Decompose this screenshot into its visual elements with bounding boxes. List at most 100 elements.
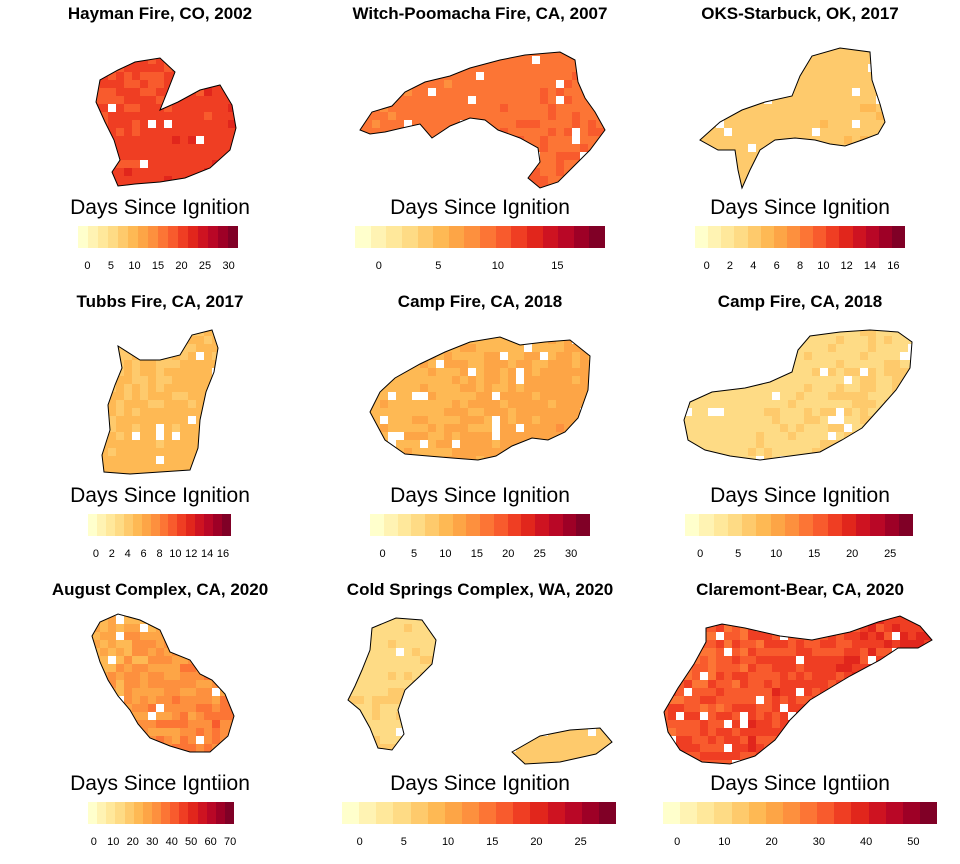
color-scale-step: [106, 802, 116, 824]
color-scale-step: [128, 226, 138, 248]
color-scale-step: [919, 802, 937, 824]
color-scale-step: [865, 226, 879, 248]
color-scale-step: [97, 802, 107, 824]
color-scale-step: [851, 802, 869, 824]
color-scale-step: [411, 514, 425, 536]
color-scale-step: [841, 514, 856, 536]
fire-panel: Witch-Poomacha Fire, CA, 2007 Days Since …: [320, 0, 640, 288]
fire-panel: Claremont-Bear, CA, 2020 Days Since Ignti…: [640, 576, 960, 864]
color-scale-step: [132, 514, 142, 536]
color-scale-step: [548, 514, 563, 536]
panel-title: Camp Fire, CA, 2018: [397, 292, 563, 311]
color-scale-step: [466, 514, 480, 536]
color-scale-step: [105, 514, 115, 536]
days-since-ignition-raster: [96, 58, 236, 186]
days-since-ignition-raster: [102, 330, 218, 474]
tick-label: 0: [697, 548, 704, 560]
color-scale-step: [228, 226, 238, 248]
color-scale-bar: [88, 514, 231, 536]
tick-label: 0: [375, 260, 382, 272]
tick-label: 25: [533, 548, 546, 560]
color-scale-step: [742, 514, 757, 536]
color-scale-step: [813, 514, 828, 536]
color-scale-step: [78, 226, 88, 248]
color-scale-step: [884, 514, 899, 536]
fire-panel: Cold Springs Complex, WA, 2020 Days Since…: [320, 576, 640, 864]
fire-panel: Hayman Fire, CO, 2002 Days Since Ignition…: [0, 0, 320, 288]
color-scale-step: [151, 802, 161, 824]
color-scale-step: [433, 226, 449, 248]
color-scale-step: [800, 226, 814, 248]
color-scale-bar: [342, 802, 616, 824]
tick-label: 14: [201, 548, 214, 560]
color-scale-step: [213, 514, 223, 536]
tick-label: 5: [735, 548, 742, 560]
burn-area-map: [699, 47, 886, 190]
fire-perimeter: [369, 336, 591, 461]
color-scale-bar: [685, 514, 913, 536]
color-scale-step: [511, 226, 527, 248]
tick-label: 40: [165, 836, 178, 848]
color-scale-bar: [695, 226, 905, 248]
color-scale-step: [438, 514, 453, 536]
tick-label: 25: [884, 548, 897, 560]
color-scale-bar: [88, 802, 234, 824]
tick-label: 6: [773, 260, 780, 272]
color-scale-step: [158, 226, 168, 248]
tick-label: 20: [765, 836, 778, 848]
color-scale-step: [138, 226, 148, 248]
color-scale-step: [479, 802, 497, 824]
color-scale-step: [542, 226, 559, 248]
color-scale-ticks: 0 5 10 15 20 25: [342, 836, 616, 852]
tick-label: 40: [860, 836, 873, 848]
color-scale-step: [124, 802, 134, 824]
tick-label: 15: [551, 260, 564, 272]
color-scale-step: [521, 514, 535, 536]
legend-title: Days Since Ignition: [710, 196, 890, 219]
color-scale-bar: [663, 802, 937, 824]
color-scale-step: [108, 226, 118, 248]
color-scale-step: [206, 802, 216, 824]
color-scale-step: [813, 226, 827, 248]
color-scale-step: [598, 802, 616, 824]
tick-label: 0: [674, 836, 681, 848]
color-scale-step: [714, 802, 732, 824]
burn-area-map: [91, 613, 235, 753]
color-scale-ticks: 0 5 10 15 20 25 30: [370, 548, 590, 564]
color-scale-step: [856, 514, 871, 536]
color-scale-step: [168, 514, 178, 536]
tick-label: 10: [817, 260, 830, 272]
color-scale-step: [695, 226, 709, 248]
color-scale-step: [386, 226, 402, 248]
color-scale-step: [88, 802, 98, 824]
tick-label: 0: [356, 836, 363, 848]
tick-label: 60: [204, 836, 217, 848]
color-scale-step: [177, 514, 187, 536]
tick-label: 25: [574, 836, 587, 848]
color-scale-step: [685, 514, 700, 536]
color-scale-step: [417, 226, 434, 248]
tick-label: 15: [151, 260, 165, 272]
color-scale-step: [562, 514, 577, 536]
color-scale-step: [118, 226, 128, 248]
color-scale-step: [142, 802, 152, 824]
tick-label: 20: [175, 260, 188, 272]
tick-label: 15: [470, 548, 483, 560]
color-scale-ticks: 0 5 10 15 20 25: [685, 548, 913, 564]
color-scale-step: [198, 226, 208, 248]
color-scale-ticks: 0 5 10 15: [355, 260, 605, 276]
tick-label: 30: [146, 836, 159, 848]
fire-panel: OKS-Starbuck, OK, 2017 Days Since Ignitio…: [640, 0, 960, 288]
color-scale-ticks: 0 5 10 15 20 25 30: [78, 260, 238, 276]
panel-title: OKS-Starbuck, OK, 2017: [701, 4, 899, 23]
color-scale-step: [573, 226, 590, 248]
color-scale-step: [150, 514, 160, 536]
color-scale-step: [507, 514, 522, 536]
panel-title: Camp Fire, CA, 2018: [717, 292, 883, 311]
color-scale-step: [493, 514, 508, 536]
color-scale-step: [782, 802, 800, 824]
color-scale-step: [581, 802, 599, 824]
color-scale-step: [141, 514, 151, 536]
color-scale-step: [178, 226, 188, 248]
color-scale-step: [444, 802, 462, 824]
